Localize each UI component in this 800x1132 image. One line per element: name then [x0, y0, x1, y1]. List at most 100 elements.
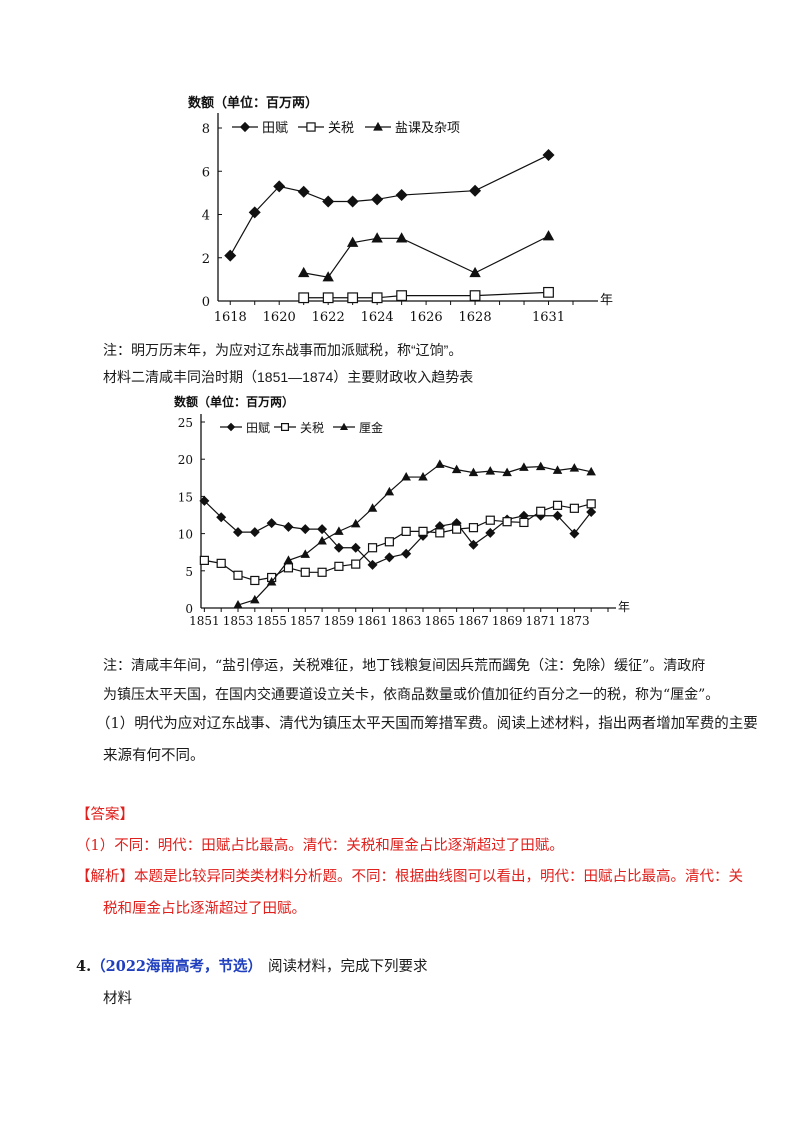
x-tick-label: 1853 — [223, 614, 254, 628]
y-tick-label: 2 — [202, 252, 210, 267]
question-4-instruction: 阅读材料，完成下列要求 — [268, 959, 428, 975]
note-lijin-line2: 为镇压太平天国，在国内交通要道设立关卡，依商品数量或价值加征约百分之一的税，称为… — [103, 687, 720, 703]
data-point — [452, 524, 462, 534]
data-point — [300, 567, 310, 577]
legend-marker — [280, 422, 289, 431]
data-point — [542, 230, 555, 241]
data-point — [298, 292, 310, 304]
data-point — [535, 461, 546, 471]
answer-text: （1）不同：明代：田赋占比最高。清代：关税和厘金占比逐渐超过了田赋。 — [76, 838, 564, 854]
legend-marker — [226, 422, 236, 432]
x-tick-label: 1855 — [256, 614, 287, 628]
data-point — [552, 510, 563, 521]
data-point — [233, 600, 243, 609]
data-point — [395, 189, 408, 202]
x-tick-label: 1865 — [425, 614, 456, 628]
data-point — [317, 536, 327, 545]
data-point — [300, 549, 311, 558]
series-line — [237, 463, 592, 606]
data-point — [519, 517, 529, 528]
data-point — [469, 266, 481, 278]
y-tick-label: 25 — [178, 416, 193, 430]
y-tick-label: 0 — [202, 295, 210, 310]
x-tick-label: 1871 — [525, 614, 556, 628]
data-point — [367, 559, 378, 570]
data-point — [586, 466, 596, 476]
question-1-line1: （1）明代为应对辽东战事、清代为镇压太平天国而筹措军费。阅读上述材料，指出两者增… — [96, 716, 758, 732]
data-point — [346, 236, 359, 247]
data-point — [250, 575, 260, 586]
data-point — [435, 459, 445, 468]
legend-label: 厘金 — [359, 420, 383, 435]
data-point — [468, 539, 479, 550]
x-tick-label: 1867 — [458, 614, 489, 628]
data-point — [485, 466, 496, 475]
data-point — [418, 526, 428, 536]
question-4-header: 4.（2022海南高考，节选） 阅读材料，完成下列要求 — [76, 956, 428, 978]
data-point — [199, 495, 210, 506]
data-point — [371, 232, 383, 243]
chart1-plot: 年 0 2 4 6 8 1618 1620 1622 1624 1626 1628 1631 田赋 关税 盐课… — [202, 113, 613, 325]
legend-label: 盐课及杂项 — [395, 121, 460, 136]
data-point — [248, 206, 261, 219]
data-point — [485, 527, 496, 538]
x-tick-label: 1624 — [361, 310, 394, 325]
y-tick-label: 15 — [178, 490, 193, 504]
x-tick-label: 1857 — [290, 614, 321, 628]
data-point — [233, 527, 243, 538]
question-4-source: （2022海南高考，节选） — [91, 958, 262, 975]
data-point — [536, 506, 546, 516]
data-point — [451, 464, 462, 474]
legend-label: 关税 — [328, 121, 354, 136]
data-point — [469, 184, 482, 197]
y-tick-label: 10 — [178, 528, 193, 542]
y-tick-label: 20 — [178, 453, 193, 467]
data-point — [569, 463, 580, 472]
data-point — [350, 542, 361, 553]
data-point — [249, 527, 260, 538]
data-point — [224, 249, 237, 262]
data-point — [401, 472, 411, 481]
chart1-ylabel: 数额（单位：百万两） — [188, 95, 318, 111]
data-point — [469, 290, 481, 301]
legend-marker — [373, 121, 383, 131]
data-point — [396, 290, 408, 301]
data-point — [297, 266, 310, 278]
x-axis-unit-label: 年 — [618, 600, 630, 614]
data-point — [434, 521, 445, 532]
y-tick-label: 8 — [202, 122, 210, 137]
data-point — [384, 486, 395, 496]
y-tick-label: 6 — [202, 165, 210, 180]
analysis-line2: 税和厘金占比逐渐超过了田赋。 — [103, 901, 306, 917]
note-liaoxiang: 注：明万历末年，为应对辽东战事而加派赋税，称“辽饷”。 — [103, 342, 463, 358]
data-point — [586, 507, 597, 518]
y-tick-label: 0 — [185, 602, 193, 616]
series-line — [303, 291, 549, 299]
x-tick-label: 1631 — [532, 310, 565, 325]
data-point — [401, 526, 411, 536]
legend-marker — [339, 422, 349, 430]
data-point — [569, 503, 579, 513]
data-point — [322, 195, 335, 208]
data-point — [519, 462, 529, 471]
data-point — [250, 594, 260, 604]
data-point — [468, 467, 479, 477]
series-line — [303, 235, 549, 278]
data-point — [317, 567, 327, 577]
note-lijin-line1: 注：清咸丰年间，“盐引停运，关税难征，地丁钱粮复间因兵荒而蠲免（注：免除）缓征”… — [103, 658, 706, 674]
question-4-number: 4. — [76, 958, 92, 975]
data-point — [569, 528, 580, 539]
data-point — [347, 292, 359, 304]
data-point — [300, 524, 311, 535]
data-point — [384, 552, 395, 563]
material2-title: 材料二清咸丰同治时期（1851—1874）主要财政收入趋势表 — [103, 369, 474, 385]
data-point — [552, 465, 563, 474]
data-point — [468, 523, 479, 533]
data-point — [233, 570, 243, 580]
chart2-ylabel: 数额（单位：百万两） — [174, 394, 294, 409]
data-point — [322, 271, 334, 282]
x-axis-unit-label: 年 — [600, 293, 613, 308]
question-4-material-label: 材料 — [103, 991, 132, 1007]
